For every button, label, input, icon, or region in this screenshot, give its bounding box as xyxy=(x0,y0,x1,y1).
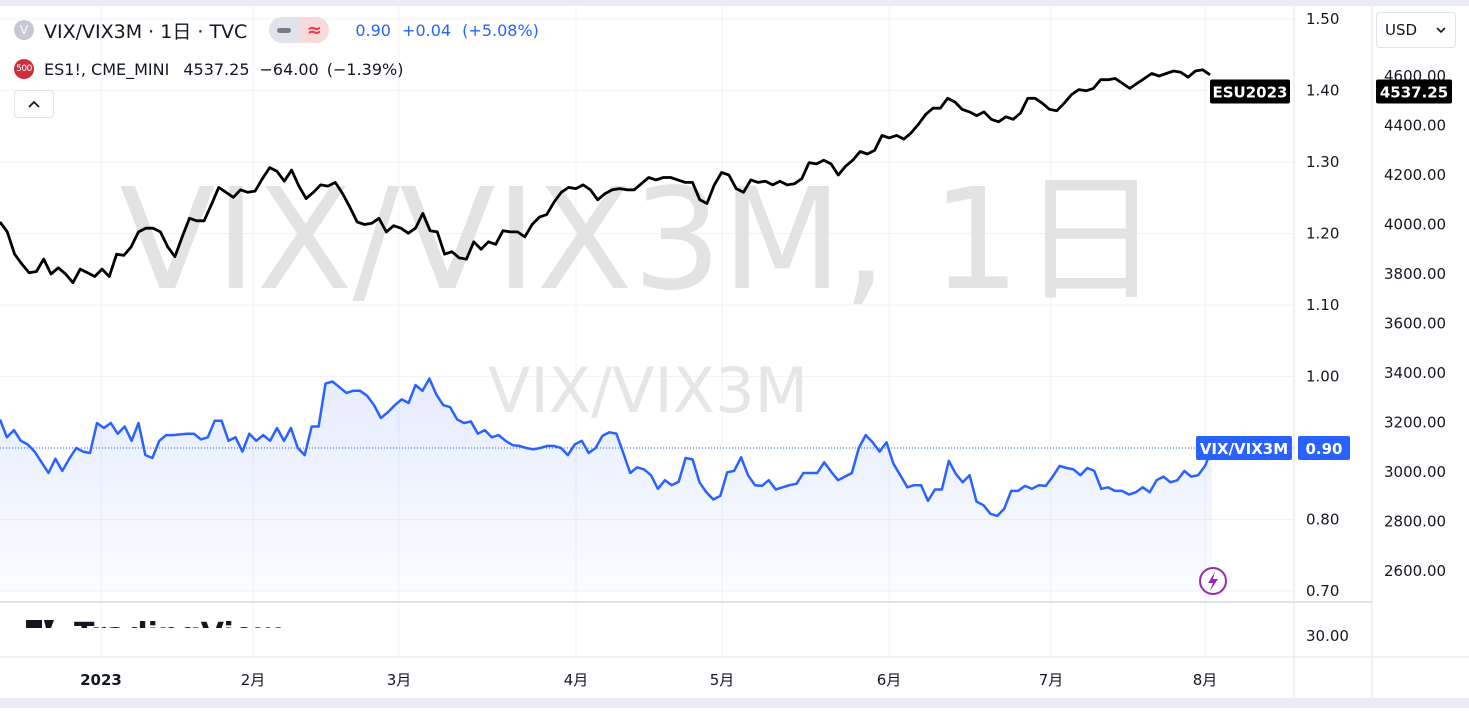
left-tick-label: 1.00 xyxy=(1306,368,1339,386)
left-tick-label: 1.40 xyxy=(1306,82,1339,100)
left-tick-label: 1.20 xyxy=(1306,225,1339,243)
time-tick-label: 2023 xyxy=(80,671,122,689)
vix-series-line[interactable] xyxy=(0,377,1214,518)
vix-name-label-bg xyxy=(1196,436,1292,460)
left-tick-label: 0.80 xyxy=(1306,511,1339,529)
lightning-icon[interactable] xyxy=(1199,567,1227,595)
compare-change: −64.00 xyxy=(259,59,319,79)
vix-area xyxy=(0,378,1212,592)
time-tick-label: 3月 xyxy=(387,671,412,689)
left-tick-label: 1.50 xyxy=(1306,10,1339,28)
brand-text: TradingView xyxy=(74,617,282,652)
symbol-logo-icon: V xyxy=(14,20,34,40)
right-price-axis[interactable]: 4600.004400.004200.004000.003800.003600.… xyxy=(1384,67,1446,580)
es-value-label-bg xyxy=(1376,79,1452,104)
time-tick-label: 4月 xyxy=(564,671,589,689)
quote-pct: (+5.08%) xyxy=(462,20,539,40)
time-tick-label: 6月 xyxy=(877,671,902,689)
symbol-title[interactable]: VIX/VIX3M · 1日 · TVC xyxy=(44,20,248,43)
collapse-legend-button[interactable] xyxy=(14,90,54,118)
right-tick-label: 4200.00 xyxy=(1384,166,1446,184)
currency-label: USD xyxy=(1385,21,1418,39)
right-tick-label: 2800.00 xyxy=(1384,513,1446,531)
currency-select[interactable]: USD xyxy=(1376,12,1456,48)
right-tick-label: 3000.00 xyxy=(1384,463,1446,481)
wave-icon[interactable]: ≈ xyxy=(299,17,330,43)
vix-value-label: 0.90 xyxy=(1305,440,1342,458)
es-value-label: 4537.25 xyxy=(1380,84,1448,102)
right-tick-label: 3800.00 xyxy=(1384,265,1446,283)
sp500-logo-icon: 500 xyxy=(14,59,34,79)
time-tick-label: 2月 xyxy=(241,671,266,689)
es-series-line[interactable] xyxy=(0,68,1211,285)
right-tick-label: 4000.00 xyxy=(1384,216,1446,234)
lower-pane-tick: 30.00 xyxy=(1306,627,1349,645)
price-labels: ESU2023 4537.25 VIX/VIX3M 0.90 xyxy=(1196,79,1452,460)
right-tick-label: 4400.00 xyxy=(1384,117,1446,135)
watermark-small: VIX/VIX3M xyxy=(488,354,808,427)
series-layer xyxy=(0,68,1294,592)
top-frame xyxy=(0,0,1469,6)
right-tick-label: 3600.00 xyxy=(1384,315,1446,333)
left-price-axis[interactable]: 1.50 1.40 1.30 1.20 1.10 1.00 0.90 0.80 0.70 xyxy=(1306,10,1339,600)
main-legend[interactable]: V VIX/VIX3M · 1日 · TVC ≈ 0.90 +0.04 (+5.… xyxy=(14,16,545,44)
es-name-label-bg xyxy=(1210,79,1290,104)
time-tick-label: 5月 xyxy=(710,671,735,689)
minus-icon[interactable] xyxy=(269,17,300,43)
legend-toggle-pill[interactable]: ≈ xyxy=(269,17,330,43)
vix-value-label-bg xyxy=(1298,436,1350,460)
compare-pct: (−1.39%) xyxy=(326,59,404,79)
quote-last: 0.90 xyxy=(355,20,391,40)
right-tick-label: 2600.00 xyxy=(1384,562,1446,580)
right-tick-label: 3400.00 xyxy=(1384,364,1446,382)
tradingview-logo: TradingView xyxy=(26,617,282,652)
left-tick-label: 1.10 xyxy=(1306,296,1339,314)
right-tick-label: 3200.00 xyxy=(1384,414,1446,432)
time-tick-label: 8月 xyxy=(1193,671,1218,689)
compare-last: 4537.25 xyxy=(183,59,250,79)
vix-name-label: VIX/VIX3M xyxy=(1200,440,1288,458)
time-axis[interactable]: 2023 2月 3月 4月 5月 6月 7月 8月 xyxy=(80,671,1217,689)
time-tick-label: 7月 xyxy=(1039,671,1064,689)
es-name-label: ESU2023 xyxy=(1213,84,1288,102)
left-tick-label: 0.70 xyxy=(1306,582,1339,600)
compare-legend[interactable]: 500 ES1!, CME_MINI 4537.25 −64.00 (−1.39… xyxy=(14,56,403,82)
chevron-up-icon xyxy=(28,100,40,108)
compare-label[interactable]: ES1!, CME_MINI xyxy=(44,59,170,79)
main-quote: 0.90 +0.04 (+5.08%) xyxy=(355,21,545,40)
quote-change: +0.04 xyxy=(402,20,452,40)
left-tick-label: 1.30 xyxy=(1306,153,1339,171)
chevron-down-icon xyxy=(1436,27,1446,34)
bottom-frame xyxy=(0,698,1469,708)
